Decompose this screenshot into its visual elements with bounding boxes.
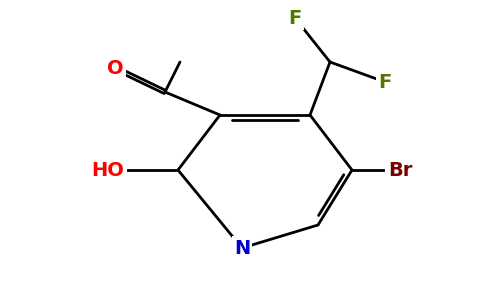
- Text: O: O: [106, 58, 123, 77]
- Text: F: F: [378, 73, 392, 92]
- Text: Br: Br: [388, 160, 412, 179]
- Text: N: N: [234, 238, 250, 257]
- Text: HO: HO: [91, 160, 124, 179]
- Text: F: F: [288, 8, 302, 28]
